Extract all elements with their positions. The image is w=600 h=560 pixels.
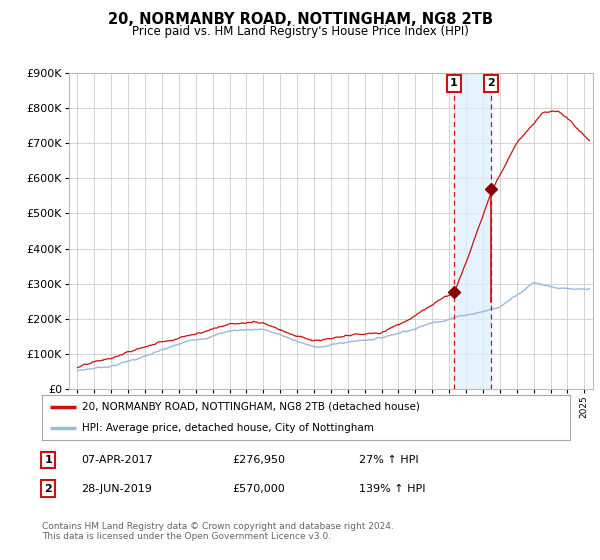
Text: Price paid vs. HM Land Registry's House Price Index (HPI): Price paid vs. HM Land Registry's House … [131, 25, 469, 38]
Text: 1: 1 [450, 78, 458, 88]
Text: 2: 2 [44, 483, 52, 493]
Text: HPI: Average price, detached house, City of Nottingham: HPI: Average price, detached house, City… [82, 423, 373, 433]
Text: 20, NORMANBY ROAD, NOTTINGHAM, NG8 2TB (detached house): 20, NORMANBY ROAD, NOTTINGHAM, NG8 2TB (… [82, 402, 419, 412]
Bar [454, 73, 491, 389]
Text: Contains HM Land Registry data © Crown copyright and database right 2024.
This d: Contains HM Land Registry data © Crown c… [42, 522, 394, 542]
Text: 2: 2 [487, 78, 495, 88]
Text: £570,000: £570,000 [232, 483, 285, 493]
Text: 139% ↑ HPI: 139% ↑ HPI [359, 483, 425, 493]
Text: 07-APR-2017: 07-APR-2017 [82, 455, 154, 465]
Text: £276,950: £276,950 [232, 455, 285, 465]
Text: 28-JUN-2019: 28-JUN-2019 [82, 483, 152, 493]
Text: 1: 1 [44, 455, 52, 465]
Text: 20, NORMANBY ROAD, NOTTINGHAM, NG8 2TB: 20, NORMANBY ROAD, NOTTINGHAM, NG8 2TB [107, 12, 493, 27]
Text: 27% ↑ HPI: 27% ↑ HPI [359, 455, 418, 465]
